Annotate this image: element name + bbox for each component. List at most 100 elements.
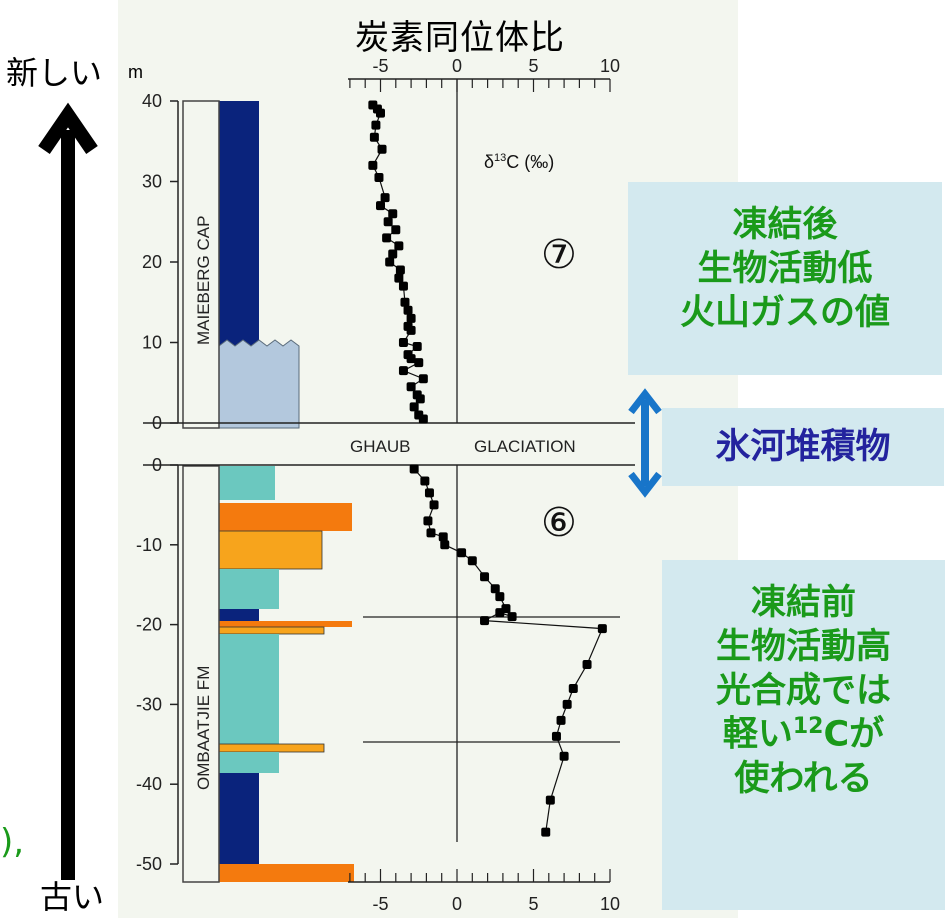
- orange-unit-f: [219, 864, 354, 882]
- before-freeze-line3: 光合成では: [715, 670, 891, 711]
- upper-isotope-point: [368, 160, 378, 170]
- top-x-label: -5: [372, 56, 388, 76]
- lower-isotope-point: [438, 532, 448, 542]
- chart-title: 炭素同位体比: [355, 18, 565, 58]
- lower-isotope-point: [562, 699, 572, 709]
- circled-label-upper: ⑦: [541, 232, 577, 278]
- dolostone-unit-a: [219, 609, 259, 621]
- bottom-x-label: 5: [528, 894, 538, 914]
- upper-isotope-point: [394, 241, 404, 251]
- upper-isotope-point: [406, 325, 416, 335]
- upper-isotope-point: [374, 172, 384, 182]
- lower-isotope-point: [541, 827, 551, 837]
- before-freeze-line4: 軽い12Cが: [722, 714, 885, 755]
- lower-depth-label: -10: [136, 535, 162, 555]
- upper-isotope-point: [415, 394, 425, 404]
- upper-depth-label: 0: [152, 413, 162, 433]
- pale-unit-upper: [218, 339, 300, 429]
- upper-isotope-point: [385, 257, 395, 267]
- upper-isotope-point: [376, 108, 385, 118]
- upper-isotope-point: [398, 281, 408, 291]
- upper-isotope-point: [376, 201, 385, 211]
- upper-isotope-point: [395, 265, 405, 275]
- upper-isotope-point: [394, 273, 404, 283]
- lower-isotope-point: [556, 715, 566, 725]
- upper-isotope-point: [371, 120, 381, 130]
- glacial-arrow-head-bottom: [628, 471, 662, 498]
- lower-isotope-point: [495, 592, 505, 602]
- lower-isotope-point: [545, 795, 555, 805]
- time-arrow-head: [38, 102, 98, 154]
- upper-isotope-point: [403, 305, 413, 315]
- lower-isotope-point: [480, 616, 490, 626]
- before-freeze-line5: 使われる: [734, 758, 873, 799]
- orange-unit-e: [218, 743, 325, 753]
- upper-isotope-point: [418, 374, 428, 384]
- upper-isotope-point: [369, 132, 379, 142]
- lower-depth-label: -50: [136, 854, 162, 874]
- orange-unit-a: [219, 503, 352, 531]
- before-freeze-line2: 生物活動高: [715, 626, 891, 667]
- arrow-label-newer: 新しい: [6, 48, 103, 94]
- upper-isotope-point: [377, 144, 387, 154]
- upper-isotope-point: [383, 217, 393, 227]
- lower-isotope-point: [597, 624, 607, 634]
- teal-unit-a: [219, 466, 275, 500]
- upper-depth-label: 30: [142, 172, 162, 192]
- lower-isotope-point: [507, 612, 517, 622]
- orange-unit-d: [218, 626, 325, 635]
- glacial-deposit-note: 氷河堆積物: [662, 408, 944, 486]
- lower-depth-label: -40: [136, 774, 162, 794]
- upper-depth-label: 20: [142, 252, 162, 272]
- lower-isotope-point: [457, 548, 467, 558]
- glacial-arrow-head-top: [628, 388, 662, 415]
- after-freeze-line3: 火山ガスの値: [679, 292, 890, 333]
- lower-isotope-point: [495, 608, 505, 618]
- glaciation-label-left: GHAUB: [350, 437, 410, 456]
- lower-isotope-point: [420, 476, 430, 486]
- teal-unit-d: [219, 752, 279, 773]
- lower-isotope-point: [480, 572, 490, 582]
- upper-depth-label: 40: [142, 91, 162, 111]
- lower-isotope-point: [551, 731, 561, 741]
- before-freeze-line1: 凍結前: [750, 583, 856, 623]
- lower-isotope-point: [429, 500, 439, 510]
- lower-isotope-point: [467, 556, 477, 566]
- lower-isotope-point: [559, 751, 569, 761]
- teal-unit-c: [219, 634, 279, 744]
- upper-isotope-point: [406, 382, 416, 392]
- upper-isotope-point: [391, 225, 401, 235]
- upper-isotope-point: [388, 249, 398, 259]
- after-freeze-line2: 生物活動低: [697, 248, 873, 289]
- bottom-x-label: -5: [372, 894, 388, 914]
- formation-box-lower: [182, 465, 220, 883]
- upper-isotope-point: [398, 366, 408, 376]
- lower-isotope-point: [409, 464, 419, 474]
- bottom-x-label: 0: [452, 894, 462, 914]
- upper-isotope-point: [418, 414, 428, 424]
- orange-unit-c: [219, 621, 352, 627]
- after-freeze-line1: 凍結後: [732, 205, 838, 245]
- teal-unit-b: [219, 569, 279, 609]
- upper-isotope-point: [382, 233, 392, 243]
- lower-isotope-point: [582, 660, 592, 669]
- lower-isotope-point: [423, 516, 433, 526]
- upper-isotope-point: [388, 209, 398, 219]
- upper-isotope-point: [400, 297, 410, 307]
- glacial-deposit-text: 氷河堆積物: [715, 427, 891, 467]
- formation-box-upper: [182, 100, 220, 429]
- upper-isotope-point: [380, 193, 390, 203]
- lower-isotope-point: [568, 683, 578, 693]
- lower-isotope-point: [426, 528, 436, 538]
- upper-isotope-point: [412, 342, 422, 352]
- upper-isotope-point: [409, 402, 419, 412]
- upper-isotope-point: [398, 338, 408, 347]
- top-x-label: 10: [600, 56, 620, 76]
- unit-m-label: m: [128, 62, 143, 82]
- lower-isotope-point: [440, 540, 450, 550]
- top-x-label: 0: [452, 56, 462, 76]
- orange-unit-b: [218, 530, 323, 570]
- top-x-label: 5: [528, 56, 538, 76]
- lower-depth-label: -20: [136, 615, 162, 635]
